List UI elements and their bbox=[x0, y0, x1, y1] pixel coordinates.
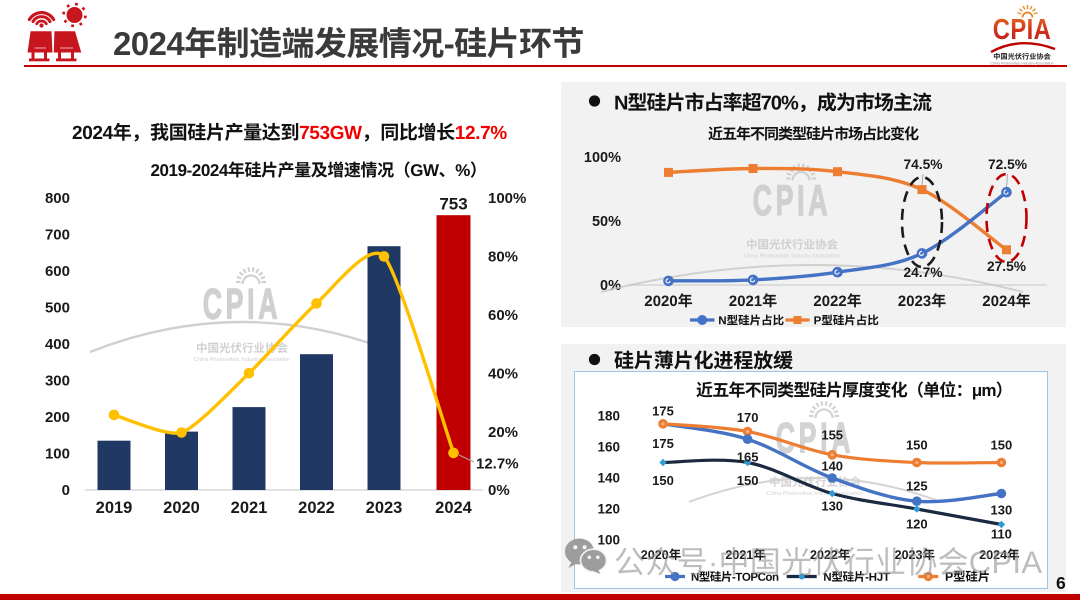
svg-text:165: 165 bbox=[737, 450, 759, 465]
svg-text:74.5%: 74.5% bbox=[903, 157, 942, 172]
svg-text:100%: 100% bbox=[584, 150, 621, 166]
svg-text:300: 300 bbox=[45, 373, 70, 390]
svg-text:China Photovoltaic Industry As: China Photovoltaic Industry Association bbox=[194, 357, 290, 363]
svg-text:2020: 2020 bbox=[163, 499, 200, 517]
svg-text:600: 600 bbox=[45, 263, 70, 280]
svg-text:753: 753 bbox=[439, 195, 467, 214]
svg-text:China Photovoltaic Industry As: China Photovoltaic Industry Association bbox=[744, 254, 840, 260]
svg-text:110: 110 bbox=[991, 527, 1012, 542]
svg-text:2019: 2019 bbox=[96, 499, 133, 517]
svg-text:2024: 2024 bbox=[435, 499, 473, 517]
svg-text:130: 130 bbox=[821, 499, 843, 514]
svg-text:120: 120 bbox=[597, 502, 620, 517]
svg-text:120: 120 bbox=[906, 517, 928, 532]
svg-text:200: 200 bbox=[45, 409, 70, 426]
svg-text:500: 500 bbox=[45, 300, 70, 317]
svg-text:700: 700 bbox=[45, 227, 70, 244]
svg-text:175: 175 bbox=[652, 436, 674, 451]
svg-text:50%: 50% bbox=[592, 214, 621, 230]
svg-text:CPIA: CPIA bbox=[203, 280, 282, 328]
svg-text:0%: 0% bbox=[488, 482, 510, 499]
svg-text:2023: 2023 bbox=[366, 499, 403, 517]
svg-text:China Photovoltaic Industry As: China Photovoltaic Industry Association bbox=[991, 62, 1054, 66]
svg-text:100: 100 bbox=[45, 446, 70, 463]
svg-text:72.5%: 72.5% bbox=[988, 157, 1027, 172]
svg-text:20%: 20% bbox=[488, 424, 518, 441]
svg-text:800: 800 bbox=[45, 190, 70, 207]
svg-text:CPIA: CPIA bbox=[753, 177, 832, 225]
svg-text:2022: 2022 bbox=[298, 499, 335, 517]
svg-text:80%: 80% bbox=[488, 249, 518, 266]
svg-text:180: 180 bbox=[597, 409, 620, 424]
svg-text:CPIA: CPIA bbox=[993, 13, 1051, 46]
svg-text:100: 100 bbox=[597, 533, 620, 548]
svg-text:150: 150 bbox=[991, 438, 1013, 453]
svg-text:60%: 60% bbox=[488, 307, 518, 324]
svg-text:100%: 100% bbox=[488, 190, 526, 207]
svg-text:140: 140 bbox=[597, 471, 620, 486]
svg-text:125: 125 bbox=[906, 479, 928, 494]
svg-text:160: 160 bbox=[597, 440, 620, 455]
svg-text:150: 150 bbox=[906, 438, 928, 453]
svg-text:150: 150 bbox=[737, 473, 759, 488]
svg-text:12.7%: 12.7% bbox=[476, 456, 519, 473]
svg-text:400: 400 bbox=[45, 336, 70, 353]
svg-text:0: 0 bbox=[62, 482, 70, 499]
svg-text:24.7%: 24.7% bbox=[903, 265, 942, 280]
svg-text:140: 140 bbox=[821, 459, 843, 474]
svg-text:170: 170 bbox=[737, 410, 759, 425]
svg-text:2021: 2021 bbox=[231, 499, 268, 517]
svg-text:27.5%: 27.5% bbox=[987, 259, 1026, 274]
svg-text:CPIA: CPIA bbox=[776, 414, 855, 462]
svg-text:China Photovoltaic Industry As: China Photovoltaic Industry Association bbox=[767, 491, 863, 497]
svg-text:155: 155 bbox=[821, 428, 843, 443]
svg-text:130: 130 bbox=[991, 503, 1013, 518]
svg-text:175: 175 bbox=[652, 404, 674, 419]
svg-text:150: 150 bbox=[652, 473, 674, 488]
svg-text:40%: 40% bbox=[488, 365, 518, 382]
